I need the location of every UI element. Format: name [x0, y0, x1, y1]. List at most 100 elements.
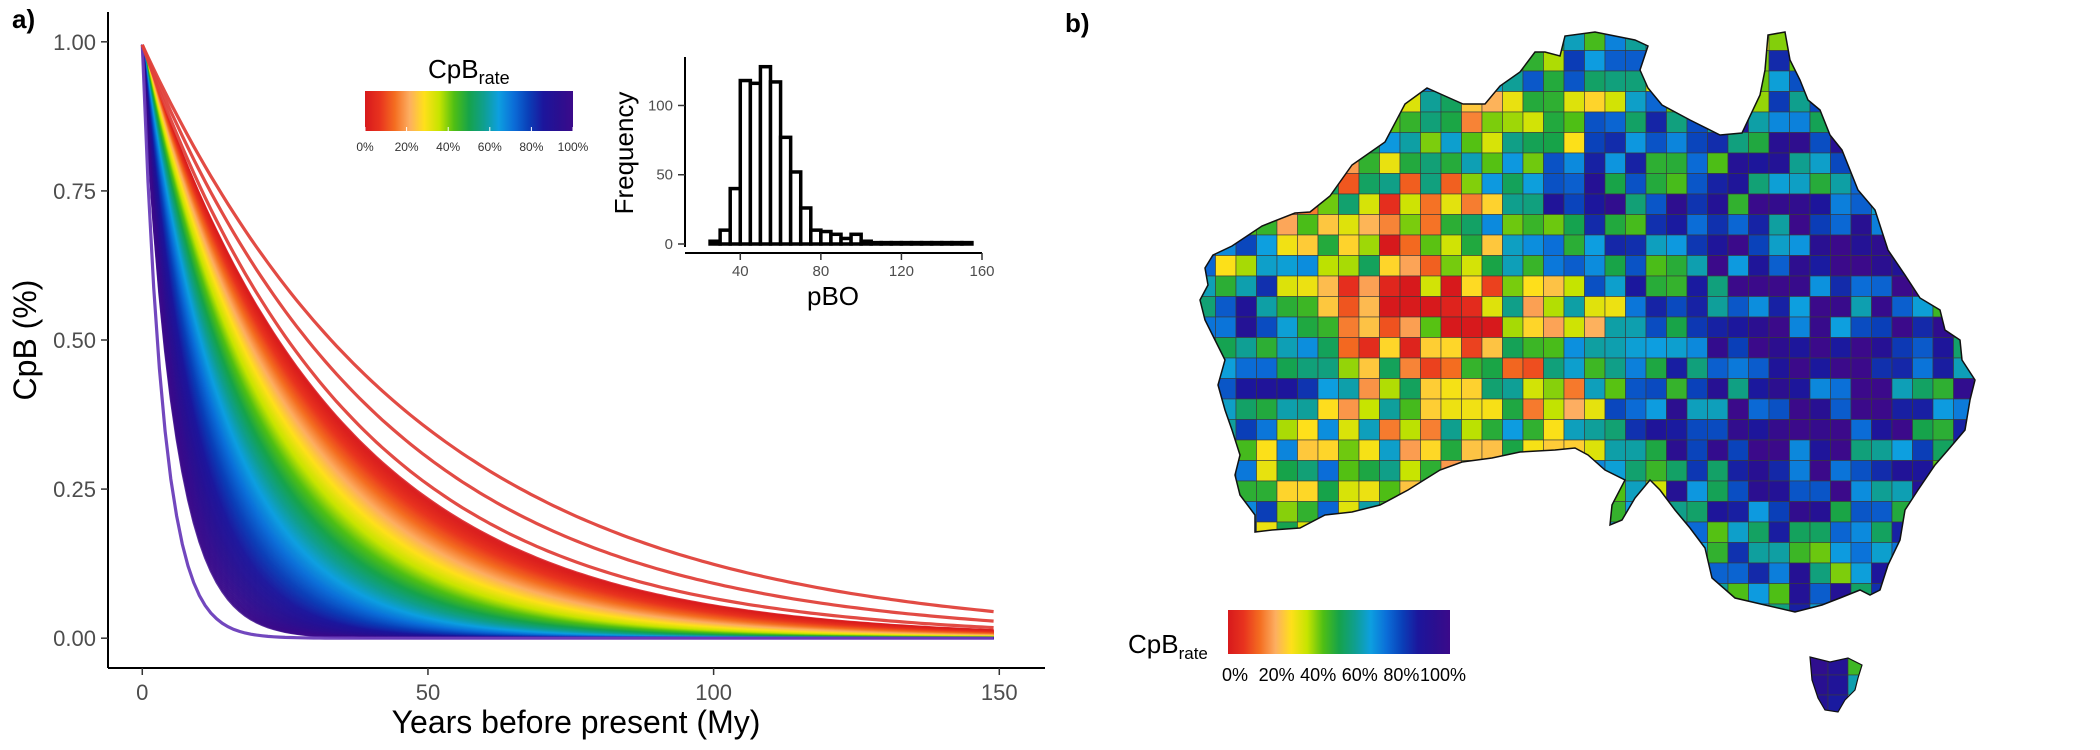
- map-cell: [1461, 173, 1483, 195]
- map-cell: [1748, 378, 1770, 400]
- map-cell: [1686, 70, 1708, 92]
- map-cell: [1317, 32, 1339, 51]
- map-cell: [1317, 521, 1339, 543]
- map-cell: [1256, 296, 1278, 318]
- map-cell: [1276, 316, 1298, 338]
- map-cell: [1625, 501, 1647, 523]
- map-cell: [1850, 152, 1872, 174]
- map-cell: [1543, 378, 1565, 400]
- map-cell: [1317, 70, 1339, 92]
- map-cell: [1563, 562, 1585, 584]
- map-cell: [1748, 316, 1770, 338]
- map-cell: [1707, 152, 1729, 174]
- map-cell: [1912, 70, 1934, 92]
- decay-curve-outlier: [140, 44, 994, 630]
- map-cell: [1584, 398, 1606, 420]
- map-cell: [1625, 91, 1647, 113]
- map-cell: [1850, 337, 1872, 359]
- map-cell: [1200, 50, 1216, 72]
- map-cell: [1953, 583, 1975, 605]
- map-cell: [1317, 91, 1339, 113]
- map-cell: [1215, 32, 1237, 51]
- map-cell: [1276, 32, 1298, 51]
- map-cell: [1932, 337, 1954, 359]
- map-cell: [1563, 316, 1585, 338]
- map-cell: [1932, 562, 1954, 584]
- map-cell: [1358, 111, 1380, 133]
- map-cell: [1297, 357, 1319, 379]
- map-cell: [1379, 378, 1401, 400]
- map-cell: [1522, 603, 1544, 612]
- map-cell: [1543, 460, 1565, 482]
- map-cell: [1317, 583, 1339, 605]
- map-cell: [1358, 193, 1380, 215]
- legend-b-tick-label: 60%: [1342, 665, 1378, 685]
- map-cell: [1317, 480, 1339, 502]
- x-tick-label: 0: [136, 680, 148, 705]
- map-cell: [1727, 296, 1749, 318]
- map-cell: [1584, 296, 1606, 318]
- map-cell: [1256, 562, 1278, 584]
- inset-x-ticks: 40 80 120 160: [732, 253, 995, 280]
- legend-b-tick-label: 20%: [1259, 665, 1295, 685]
- map-cell: [1379, 521, 1401, 543]
- map-cell: [1440, 275, 1462, 297]
- map-cell: [1461, 91, 1483, 113]
- map-cell: [1543, 521, 1565, 543]
- map-cell: [1830, 337, 1852, 359]
- map-cell: [1276, 439, 1298, 461]
- map-cell: [1707, 460, 1729, 482]
- map-cell: [1256, 193, 1278, 215]
- map-cell: [1338, 357, 1360, 379]
- map-cell: [1666, 173, 1688, 195]
- map-cell: [1809, 214, 1831, 236]
- map-cell: [1748, 603, 1770, 612]
- map-cell: [1563, 521, 1585, 543]
- map-cell: [1789, 152, 1811, 174]
- australia-rate-map: CpBrate 0% 20% 40% 60% 80% 100%: [1128, 31, 1976, 713]
- map-cell: [1830, 542, 1852, 564]
- map-cell: [1502, 111, 1524, 133]
- map-cell: [1727, 398, 1749, 420]
- map-cell: [1727, 460, 1749, 482]
- map-cell: [1912, 562, 1934, 584]
- map-cell: [1727, 521, 1749, 543]
- map-cell: [1953, 398, 1975, 420]
- map-cell: [1481, 501, 1503, 523]
- map-cell: [1809, 296, 1831, 318]
- map-cell: [1481, 111, 1503, 133]
- legend-b-tick-label: 0%: [1222, 665, 1248, 685]
- map-cell: [1543, 173, 1565, 195]
- inset-y-ticks: 0 50 100: [648, 97, 685, 253]
- legend-b-title-main: CpB: [1128, 629, 1179, 659]
- map-cell: [1297, 583, 1319, 605]
- map-cell: [1748, 296, 1770, 318]
- map-cell: [1768, 337, 1790, 359]
- map-cell: [1789, 501, 1811, 523]
- map-cell: [1932, 603, 1954, 612]
- map-cell: [1563, 214, 1585, 236]
- map-cell: [1850, 439, 1872, 461]
- map-cell: [1399, 152, 1421, 174]
- map-cell: [1707, 275, 1729, 297]
- map-cell: [1215, 193, 1237, 215]
- map-cell: [1584, 542, 1606, 564]
- map-cell: [1235, 398, 1257, 420]
- map-cell: [1871, 357, 1893, 379]
- map-cell: [1215, 460, 1237, 482]
- map-cell: [1625, 562, 1647, 584]
- legend-a-tick-label: 100%: [558, 140, 589, 154]
- map-cell: [1522, 378, 1544, 400]
- map-cell: [1748, 255, 1770, 277]
- map-cell: [1871, 378, 1893, 400]
- map-cell: [1200, 70, 1216, 92]
- legend-b-tick-label: 40%: [1300, 665, 1336, 685]
- map-cell: [1420, 296, 1442, 318]
- map-cell: [1686, 480, 1708, 502]
- map-cell: [1953, 234, 1975, 256]
- map-cell: [1399, 296, 1421, 318]
- map-cell: [1953, 439, 1975, 461]
- map-cell: [1481, 583, 1503, 605]
- map-cell: [1748, 32, 1770, 51]
- map-cell: [1543, 234, 1565, 256]
